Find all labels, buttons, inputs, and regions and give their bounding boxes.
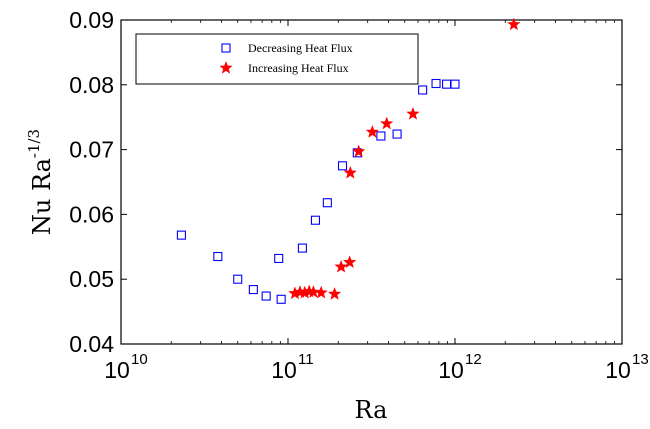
square-marker — [337, 161, 348, 171]
star-marker — [365, 125, 380, 138]
x-tick-label: 10 — [438, 357, 464, 383]
star-marker — [343, 165, 358, 179]
x-tick-label: 10 — [104, 357, 130, 383]
y-tick-label: 0.05 — [69, 266, 114, 292]
star-marker — [406, 106, 420, 120]
y-axis-label: Nu Ra-1/3 — [25, 129, 56, 235]
square-marker — [176, 230, 186, 240]
star-marker — [342, 255, 357, 269]
square-marker — [233, 274, 243, 284]
x-tick-exponent: 13 — [632, 351, 649, 368]
square-marker — [310, 215, 320, 225]
x-tick-label: 10 — [605, 357, 631, 383]
y-tick-label: 0.08 — [69, 72, 114, 98]
star-marker — [314, 285, 328, 299]
square-marker — [392, 129, 402, 139]
square-marker — [441, 79, 452, 89]
legend-label-decreasing: Decreasing Heat Flux — [248, 41, 353, 55]
legend-marker-increasing — [219, 60, 233, 74]
star-marker — [379, 116, 394, 130]
legend-square-marker — [221, 43, 231, 53]
square-marker — [261, 291, 271, 301]
square-marker — [418, 85, 428, 95]
data-points — [176, 17, 521, 304]
legend-marker-decreasing — [221, 43, 231, 53]
square-marker — [276, 294, 286, 304]
legend: Decreasing Heat Flux Increasing Heat Flu… — [135, 33, 419, 85]
series-decreasing-heat-flux — [176, 78, 460, 304]
x-tick-exponent: 11 — [298, 351, 314, 368]
star-marker — [306, 285, 321, 298]
y-tick-label: 0.09 — [69, 7, 114, 33]
square-marker — [297, 243, 307, 253]
square-marker — [274, 253, 284, 264]
svg-text:Nu Ra-1/3: Nu Ra-1/3 — [25, 129, 56, 235]
plot-frame — [120, 19, 623, 345]
y-axis-label-base: Nu Ra — [28, 158, 56, 235]
y-axis-label-exponent: -1/3 — [25, 129, 43, 158]
legend-star-marker — [219, 60, 233, 74]
square-marker — [450, 79, 460, 89]
square-marker — [376, 131, 386, 141]
y-tick-label: 0.07 — [69, 137, 114, 163]
square-marker — [431, 78, 441, 89]
star-marker — [327, 287, 342, 300]
star-marker — [351, 144, 366, 158]
star-marker — [334, 259, 348, 273]
legend-box — [135, 33, 419, 85]
y-tick-label: 0.06 — [69, 201, 114, 227]
square-marker — [213, 251, 223, 262]
y-tick-label: 0.04 — [69, 331, 114, 357]
y-axis-ticks: 0.04 0.05 0.06 0.07 0.08 0.09 — [69, 7, 622, 357]
square-marker — [322, 198, 332, 208]
x-tick-exponent: 12 — [465, 351, 482, 368]
star-marker — [507, 17, 521, 31]
x-tick-exponent: 10 — [131, 351, 148, 368]
series-increasing-heat-flux — [288, 17, 521, 300]
x-axis-label: Ra — [355, 396, 388, 424]
square-marker — [248, 285, 258, 295]
x-tick-label: 10 — [271, 357, 297, 383]
x-axis-ticks: 10 10 10 11 10 12 10 13 — [104, 20, 649, 383]
legend-label-increasing: Increasing Heat Flux — [248, 61, 349, 75]
